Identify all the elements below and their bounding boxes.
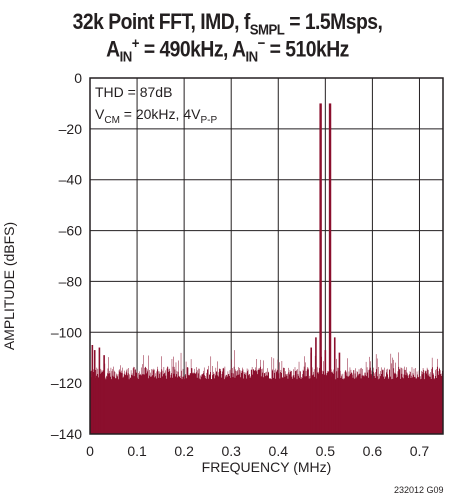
- plot-frame: [89, 77, 444, 435]
- x-tick-label: 0.5: [316, 443, 336, 459]
- y-tick-label: –60: [59, 223, 83, 239]
- spectrum-bar: [328, 103, 332, 434]
- fft-spectrum-bars: [90, 350, 443, 434]
- spectrum-bar: [315, 337, 317, 434]
- x-tick-label: 0.2: [174, 443, 194, 459]
- spectrum-bar: [91, 345, 94, 434]
- spectrum-bar: [338, 352, 341, 434]
- thd-annotation: THD = 87dB: [95, 84, 173, 100]
- x-tick-label: 0.4: [269, 443, 289, 459]
- y-tick-label: –80: [59, 273, 83, 289]
- spectrum-bar: [324, 350, 327, 434]
- y-axis-label: AMPLITUDE (dBFS): [1, 221, 17, 351]
- chart-title-line2: AIN+ = 490kHz, AIN− = 510kHz: [106, 35, 349, 66]
- x-tick-label: 0.6: [363, 443, 383, 459]
- noise-floor-area: [90, 350, 443, 434]
- x-tick-label: 0.3: [221, 443, 241, 459]
- x-tick-label: 0.7: [410, 443, 430, 459]
- spectrum-bar: [93, 350, 96, 434]
- figure-id: 232012 G09: [394, 485, 444, 495]
- x-tick-label: 0: [86, 443, 94, 459]
- x-axis-label: FREQUENCY (MHz): [201, 459, 332, 475]
- spectrum-bar: [333, 337, 336, 434]
- y-tick-label: –20: [59, 121, 83, 137]
- spectrum-bar: [103, 355, 105, 434]
- y-tick-label: –120: [51, 375, 82, 391]
- chart-title-line1: 32k Point FFT, IMD, fSMPL = 1.5Msps,: [72, 9, 383, 39]
- spectrum-bar: [319, 103, 322, 434]
- spectrum-bar: [98, 347, 101, 434]
- y-tick-label: –140: [51, 426, 82, 442]
- fft-peaks: [91, 103, 341, 434]
- spectrum-bar: [310, 347, 313, 434]
- x-tick-label: 0.1: [127, 443, 147, 459]
- y-tick-label: –100: [51, 324, 82, 340]
- y-tick-label: 0: [74, 70, 82, 86]
- axis-tick-labels: 0 0.1 0.2 0.3 0.4 0.5 0.6 0.7 0 –20 –40 –60 –80 –100 –…: [51, 70, 430, 459]
- vcm-annotation: VCM = 20kHz, 4VP-P: [95, 106, 218, 126]
- y-tick-label: –40: [59, 172, 83, 188]
